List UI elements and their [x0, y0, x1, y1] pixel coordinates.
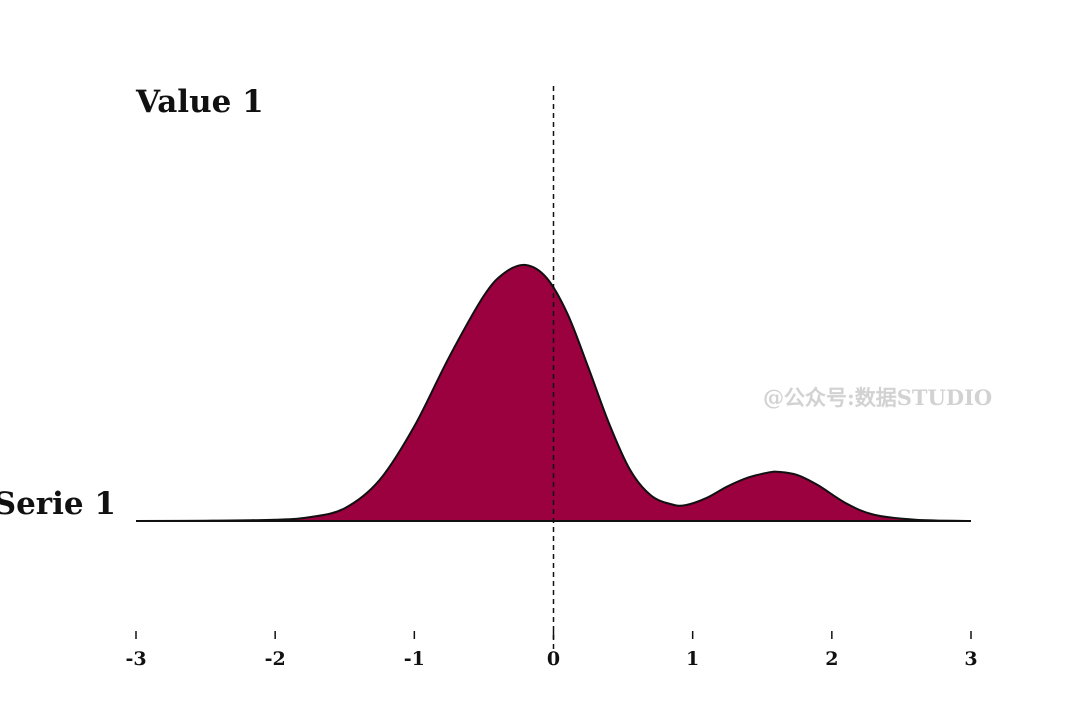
watermark: @公众号:数据STUDIO [763, 385, 992, 410]
x-tick-label: -3 [125, 648, 146, 670]
x-axis: -3 -2 -1 0 1 2 3 [125, 631, 978, 670]
x-tick-label: 1 [686, 648, 699, 670]
x-tick-label: -1 [404, 648, 425, 670]
chart-title: Value 1 [135, 84, 264, 120]
x-tick-label: 0 [547, 648, 560, 670]
x-tick-label: 3 [964, 648, 977, 670]
x-tick-label: 2 [825, 648, 838, 670]
x-tick-label: -2 [265, 648, 286, 670]
density-outline [135, 263, 972, 522]
series-label: Serie 1 [0, 486, 116, 522]
